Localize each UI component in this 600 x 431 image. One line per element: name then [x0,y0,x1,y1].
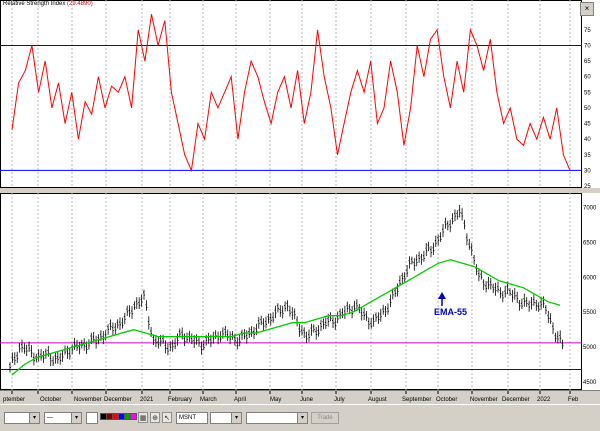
rsi-tick-label: 25 [584,184,591,188]
rsi-title: Relative Strength Index (29.4890) [3,1,93,7]
time-axis: ptember October November December 2021 Februa… [0,390,600,405]
time-tick-label: October [436,397,457,403]
price-tick-label: 7000 [583,205,597,211]
color-picker[interactable] [86,412,98,424]
rsi-tick-label: 30 [584,168,591,174]
period-select[interactable]: ▾ [210,412,242,424]
price-tick-label: 4500 [583,380,597,386]
price-chart: EMA-55 [0,193,582,390]
account-select[interactable]: ▾ [246,412,308,424]
rsi-tick-label: 45 [584,122,591,128]
rsi-title-value: (29.4890) [67,1,93,7]
rsi-tick-label: 75 [584,28,591,34]
rsi-series-line [11,14,571,173]
time-tick-label: November [470,397,498,403]
draw-tool-icon[interactable]: ▦ [138,412,148,423]
time-tick-label: Feb [568,397,579,403]
annotation-arrow-head [438,292,446,299]
time-axis-labels: ptember October November December 2021 Februa… [3,391,579,403]
time-tick-label: August [368,397,387,403]
price-scale: 7000 6500 6000 5500 5000 4500 [582,193,600,390]
rsi-scale: 807570656055504540353025 [582,0,600,190]
chevron-down-icon: ▾ [231,413,241,423]
price-scale-labels: 7000 6500 6000 5500 5000 4500 [583,205,597,386]
rsi-title-name: Relative Strength Index [3,1,66,7]
bottom-toolbar: ▾ — ▾ ▦ ⊕ ↖ MSNT ▾ ▾ Trade [0,404,600,431]
chevron-down-icon: ▾ [71,413,81,423]
price-frame [0,193,582,390]
time-tick-label: December [502,397,530,403]
rsi-frame [0,0,582,188]
time-tick-label: May [270,397,281,403]
chevron-down-icon: ▾ [297,413,307,423]
rsi-tick-label: 40 [584,137,591,143]
price-tick-label: 5500 [583,310,597,316]
rsi-tick-label: 35 [584,153,591,159]
zoom-icon[interactable]: ⊕ [150,412,160,423]
time-tick-label: ptember [3,397,25,403]
price-pane[interactable]: EMA-55 [0,193,582,390]
line-style-select[interactable]: ▾ [4,412,40,424]
ema-annotation-label: EMA-55 [434,307,467,317]
price-tick-label: 6500 [583,240,597,246]
rsi-chart [0,0,582,188]
rsi-tick-label: 70 [584,43,591,49]
rsi-tick-label: 60 [584,75,591,81]
time-tick-label: 2021 [140,397,154,403]
time-tick-label: December [104,397,132,403]
ema-series-line [11,259,561,376]
chevron-down-icon: ▾ [29,413,39,423]
symbol-input[interactable]: MSNT [176,412,208,424]
time-tick-label: April [234,397,246,403]
line-width-select[interactable]: — ▾ [44,412,82,424]
time-tick-label: 2022 [537,397,551,403]
rsi-tick-label: 55 [584,90,591,96]
time-tick-label: March [200,397,217,403]
time-tick-label: October [40,397,61,403]
time-tick-label: November [74,397,102,403]
rsi-tick-label: 65 [584,59,591,65]
rsi-scale-labels: 807570656055504540353025 [584,12,591,190]
rsi-tick-label: 50 [584,106,591,112]
time-tick-label: February [168,397,192,403]
time-tick-label: September [402,397,431,403]
symbol-text: MSNT [179,415,196,421]
time-tick-label: June [300,397,314,403]
cursor-icon[interactable]: ↖ [162,412,172,423]
price-tick-label: 5000 [583,345,597,351]
trade-button[interactable]: Trade [311,412,339,424]
time-tick-label: July [334,397,345,403]
rsi-pane[interactable]: Relative Strength Index (29.4890) [0,0,582,188]
close-window-button[interactable]: × [580,2,594,16]
price-tick-label: 6000 [583,275,597,281]
color-swatch-magenta[interactable] [130,413,137,420]
